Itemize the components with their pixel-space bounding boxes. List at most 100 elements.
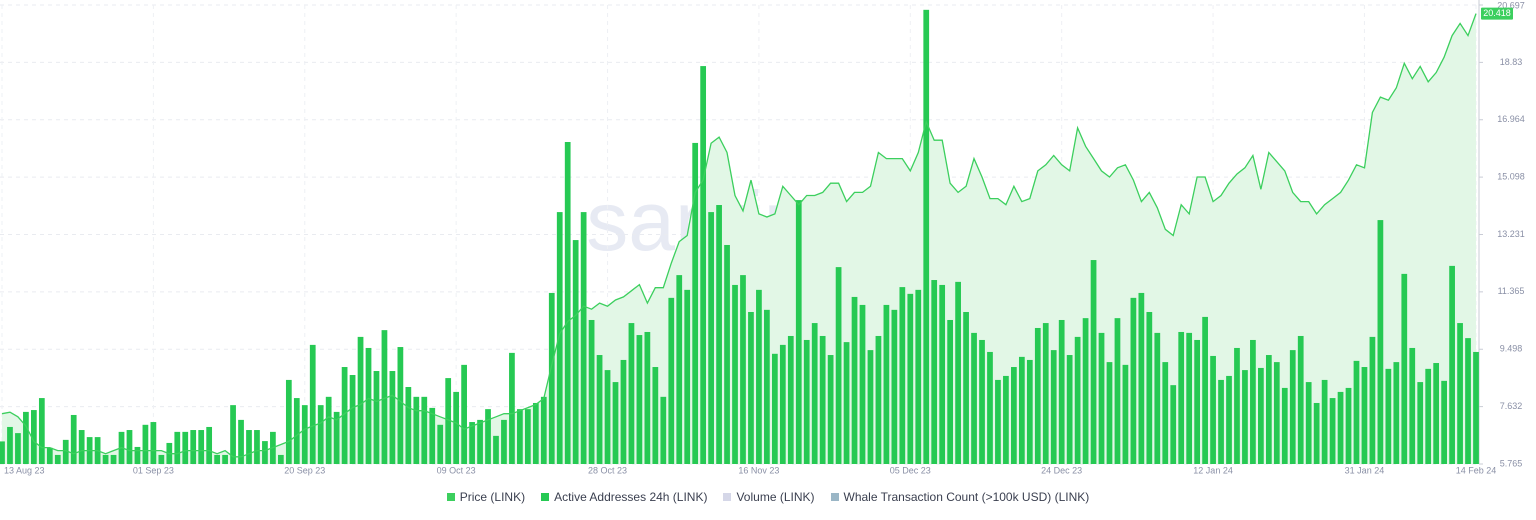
bar bbox=[389, 371, 396, 464]
bar bbox=[995, 379, 1001, 464]
legend-label: Volume (LINK) bbox=[736, 490, 815, 504]
bar bbox=[1114, 318, 1121, 464]
bar bbox=[644, 331, 651, 464]
bar bbox=[692, 142, 699, 464]
bar bbox=[1281, 387, 1288, 464]
bar bbox=[1449, 265, 1455, 464]
bar bbox=[246, 430, 252, 464]
bar bbox=[1273, 362, 1280, 464]
bar bbox=[517, 409, 523, 464]
bar bbox=[700, 66, 707, 464]
y-tick-label: 15.098 bbox=[1497, 171, 1525, 181]
bar bbox=[493, 435, 499, 464]
bar bbox=[1409, 347, 1416, 464]
bar bbox=[811, 323, 818, 464]
bar bbox=[437, 424, 444, 464]
bar bbox=[190, 430, 197, 464]
bar bbox=[1465, 338, 1471, 464]
bar bbox=[1353, 360, 1360, 464]
bar bbox=[564, 142, 571, 464]
bar bbox=[787, 335, 794, 464]
bar bbox=[1441, 380, 1447, 464]
bar bbox=[532, 402, 539, 464]
bar bbox=[556, 212, 563, 464]
bar bbox=[285, 379, 292, 464]
x-tick-label: 05 Dec 23 bbox=[890, 465, 931, 475]
bar bbox=[652, 367, 659, 464]
bar bbox=[461, 364, 467, 464]
bar bbox=[110, 454, 117, 464]
bar bbox=[1090, 260, 1097, 464]
bar bbox=[341, 367, 348, 464]
bar bbox=[1050, 350, 1057, 464]
bar bbox=[1170, 385, 1177, 464]
bar bbox=[1242, 370, 1248, 464]
legend-item[interactable]: Volume (LINK) bbox=[723, 490, 815, 504]
bar bbox=[1162, 362, 1169, 464]
bar bbox=[1329, 398, 1336, 464]
y-tick-label: 9.498 bbox=[1500, 344, 1523, 354]
bar bbox=[684, 289, 691, 464]
bar bbox=[819, 335, 826, 464]
bar bbox=[1321, 379, 1328, 464]
y-tick-label: 20.697 bbox=[1497, 0, 1525, 10]
bar bbox=[827, 355, 834, 464]
bar bbox=[7, 426, 13, 464]
bar bbox=[38, 398, 45, 464]
bar bbox=[262, 441, 268, 464]
price-area bbox=[2, 13, 1476, 464]
bar bbox=[1154, 332, 1161, 464]
x-tick-label: 09 Oct 23 bbox=[437, 465, 476, 475]
legend-item[interactable]: Price (LINK) bbox=[446, 490, 526, 504]
bar bbox=[15, 433, 21, 464]
x-tick-label: 01 Sep 23 bbox=[133, 465, 174, 475]
bar bbox=[309, 344, 316, 464]
bar bbox=[1425, 368, 1432, 464]
bar bbox=[748, 311, 754, 464]
last-value-tag bbox=[1481, 7, 1513, 20]
bar bbox=[381, 330, 388, 464]
legend-label: Whale Transaction Count (>100k USD) (LIN… bbox=[843, 490, 1090, 504]
bar bbox=[724, 244, 730, 464]
bar bbox=[851, 296, 858, 464]
bar bbox=[1082, 318, 1089, 464]
legend-item[interactable]: Whale Transaction Count (>100k USD) (LIN… bbox=[830, 490, 1090, 504]
bar bbox=[668, 297, 675, 464]
bar bbox=[1433, 363, 1440, 464]
bar bbox=[158, 454, 165, 464]
bar bbox=[1122, 364, 1129, 464]
bar bbox=[628, 323, 635, 464]
bar bbox=[0, 441, 5, 464]
legend-swatch bbox=[541, 493, 550, 501]
x-tick-label: 31 Jan 24 bbox=[1345, 465, 1385, 475]
bar bbox=[548, 292, 555, 464]
bar bbox=[1194, 339, 1201, 464]
bar bbox=[238, 419, 244, 464]
bar bbox=[708, 212, 714, 464]
bar bbox=[397, 347, 404, 464]
x-tick-label: 14 Feb 24 bbox=[1456, 465, 1497, 475]
bar bbox=[1058, 319, 1065, 464]
legend-label: Price (LINK) bbox=[459, 490, 526, 504]
bar bbox=[1297, 335, 1304, 464]
bar bbox=[254, 430, 260, 464]
legend-item[interactable]: Active Addresses 24h (LINK) bbox=[541, 490, 707, 504]
bar bbox=[1313, 402, 1320, 464]
bar bbox=[1202, 316, 1208, 464]
bar bbox=[1130, 297, 1137, 464]
bar bbox=[102, 454, 109, 464]
bar bbox=[1393, 362, 1400, 464]
bar bbox=[923, 9, 930, 464]
bar bbox=[405, 386, 412, 464]
bar bbox=[676, 275, 683, 464]
y-tick-label: 18.83 bbox=[1500, 57, 1523, 67]
bar bbox=[1369, 336, 1376, 464]
bar bbox=[867, 350, 874, 464]
bar bbox=[620, 359, 627, 464]
bar bbox=[1003, 375, 1009, 464]
bar bbox=[126, 430, 133, 464]
bar bbox=[883, 304, 890, 464]
bar bbox=[835, 267, 842, 464]
price-line bbox=[1, 13, 1477, 458]
bar bbox=[1385, 368, 1392, 464]
